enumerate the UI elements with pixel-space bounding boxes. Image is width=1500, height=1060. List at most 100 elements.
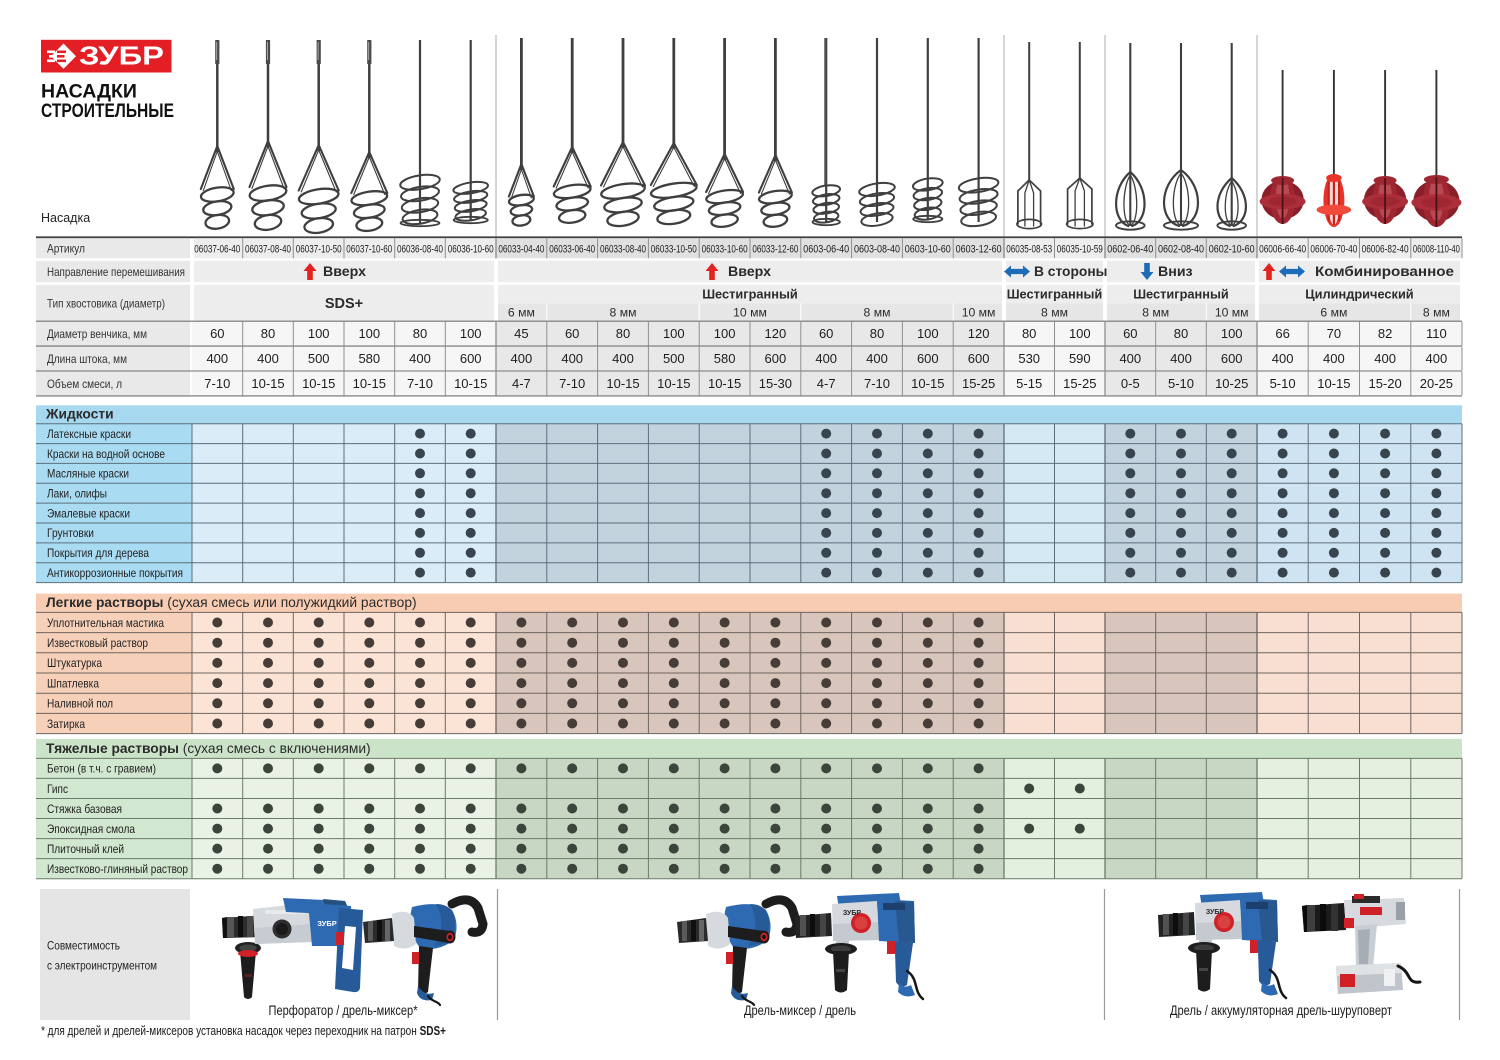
- svg-text:600: 600: [917, 351, 939, 366]
- svg-text:400: 400: [511, 351, 533, 366]
- svg-text:10 мм: 10 мм: [1215, 305, 1249, 319]
- svg-text:10-15: 10-15: [911, 376, 944, 391]
- svg-text:Известково-глиняный раствор: Известково-глиняный раствор: [47, 862, 188, 876]
- svg-text:Наливной пол: Наливной пол: [47, 697, 113, 711]
- svg-text:600: 600: [968, 351, 990, 366]
- svg-text:100: 100: [308, 326, 330, 341]
- svg-text:Покрытия для дерева: Покрытия для дерева: [47, 546, 149, 560]
- svg-text:45: 45: [514, 326, 528, 341]
- svg-text:60: 60: [565, 326, 579, 341]
- svg-text:Вверх: Вверх: [323, 264, 366, 280]
- svg-text:Стяжка базовая: Стяжка базовая: [47, 802, 122, 816]
- svg-text:8 мм: 8 мм: [864, 305, 891, 319]
- svg-text:Направление перемешивания: Направление перемешивания: [47, 265, 185, 279]
- svg-text:8 мм: 8 мм: [1423, 305, 1450, 319]
- svg-text:80: 80: [261, 326, 275, 341]
- svg-text:ЗУБР: ЗУБР: [843, 910, 862, 917]
- svg-text:7-10: 7-10: [559, 376, 585, 391]
- svg-text:06033-06-40: 06033-06-40: [549, 244, 595, 256]
- svg-text:10-25: 10-25: [1215, 376, 1248, 391]
- svg-text:400: 400: [257, 351, 279, 366]
- svg-text:0603-06-40: 0603-06-40: [803, 244, 849, 256]
- svg-text:6 мм: 6 мм: [508, 305, 535, 319]
- svg-text:10-15: 10-15: [302, 376, 335, 391]
- svg-text:0-5: 0-5: [1121, 376, 1140, 391]
- svg-text:Уплотнительная мастика: Уплотнительная мастика: [47, 616, 164, 630]
- svg-text:Латексные краски: Латексные краски: [47, 427, 131, 441]
- svg-text:Дрель / аккумуляторная дрель-ш: Дрель / аккумуляторная дрель-шуруповерт: [1170, 1003, 1392, 1018]
- svg-text:06037-08-40: 06037-08-40: [245, 244, 291, 256]
- svg-text:4-7: 4-7: [817, 376, 836, 391]
- svg-text:66: 66: [1275, 326, 1289, 341]
- svg-text:5-10: 5-10: [1168, 376, 1194, 391]
- svg-text:8 мм: 8 мм: [1142, 305, 1169, 319]
- svg-text:530: 530: [1018, 351, 1040, 366]
- svg-text:Грунтовки: Грунтовки: [47, 526, 94, 540]
- svg-text:ЗУБР: ЗУБР: [79, 41, 164, 71]
- svg-text:15-20: 15-20: [1368, 376, 1401, 391]
- svg-text:06037-06-40: 06037-06-40: [194, 244, 240, 256]
- svg-text:06037-10-60: 06037-10-60: [346, 244, 392, 256]
- svg-text:Вниз: Вниз: [1158, 264, 1193, 280]
- svg-text:Дрель-миксер / дрель: Дрель-миксер / дрель: [744, 1003, 856, 1018]
- svg-text:Длина штока, мм: Длина штока, мм: [47, 352, 127, 366]
- svg-text:Шестигранный: Шестигранный: [1133, 286, 1229, 301]
- svg-text:400: 400: [866, 351, 888, 366]
- svg-text:0602-06-40: 0602-06-40: [1107, 244, 1153, 256]
- svg-text:Насадка: Насадка: [41, 211, 90, 225]
- svg-text:Шпатлевка: Шпатлевка: [47, 676, 99, 690]
- svg-text:400: 400: [815, 351, 837, 366]
- svg-text:80: 80: [1022, 326, 1036, 341]
- svg-text:06033-10-50: 06033-10-50: [651, 244, 697, 256]
- svg-text:Затирка: Затирка: [47, 717, 85, 731]
- svg-text:100: 100: [1221, 326, 1243, 341]
- svg-text:15-25: 15-25: [1063, 376, 1096, 391]
- svg-text:Жидкости: Жидкости: [45, 407, 114, 422]
- svg-text:80: 80: [616, 326, 630, 341]
- svg-text:600: 600: [765, 351, 787, 366]
- svg-text:Масляные краски: Масляные краски: [47, 467, 129, 481]
- svg-text:10 мм: 10 мм: [733, 305, 767, 319]
- svg-text:110: 110: [1426, 326, 1447, 341]
- svg-text:06036-10-60: 06036-10-60: [448, 244, 494, 256]
- svg-text:Эпоксидная смола: Эпоксидная смола: [47, 822, 135, 836]
- svg-text:120: 120: [968, 326, 990, 341]
- svg-text:Эмалевые краски: Эмалевые краски: [47, 506, 130, 520]
- svg-text:06033-04-40: 06033-04-40: [498, 244, 544, 256]
- svg-text:10-15: 10-15: [454, 376, 487, 391]
- svg-text:10 мм: 10 мм: [962, 305, 996, 319]
- svg-text:06006-70-40: 06006-70-40: [1310, 244, 1357, 256]
- svg-text:80: 80: [870, 326, 884, 341]
- svg-text:60: 60: [210, 326, 224, 341]
- svg-text:Комбинированное: Комбинированное: [1315, 264, 1454, 279]
- svg-text:400: 400: [1426, 351, 1448, 366]
- svg-text:Известковый раствор: Известковый раствор: [47, 636, 148, 650]
- svg-text:Краски на водной основе: Краски на водной основе: [47, 447, 165, 461]
- svg-text:06035-08-53: 06035-08-53: [1006, 244, 1052, 256]
- svg-text:ЗУБР: ЗУБР: [1206, 909, 1225, 916]
- svg-text:Цилиндрический: Цилиндрический: [1305, 286, 1413, 301]
- svg-text:8 мм: 8 мм: [1041, 305, 1068, 319]
- svg-text:580: 580: [358, 351, 380, 366]
- svg-text:06036-08-40: 06036-08-40: [397, 244, 443, 256]
- svg-text:Объем смеси, л: Объем смеси, л: [47, 377, 122, 391]
- svg-text:10-15: 10-15: [1317, 376, 1350, 391]
- svg-text:06033-10-60: 06033-10-60: [702, 244, 748, 256]
- svg-text:0602-08-40: 0602-08-40: [1158, 244, 1204, 256]
- svg-text:7-10: 7-10: [407, 376, 433, 391]
- svg-text:60: 60: [1123, 326, 1137, 341]
- svg-text:15-25: 15-25: [962, 376, 995, 391]
- svg-text:НАСАДКИ: НАСАДКИ: [41, 81, 137, 103]
- svg-text:70: 70: [1327, 326, 1341, 341]
- svg-text:Тяжелые растворы (сухая смесь: Тяжелые растворы (сухая смесь с включени…: [46, 741, 371, 756]
- svg-text:120: 120: [765, 326, 787, 341]
- svg-text:06037-10-50: 06037-10-50: [296, 244, 342, 256]
- svg-text:Тип хвостовика (диаметр): Тип хвостовика (диаметр): [47, 297, 165, 311]
- svg-text:Вверх: Вверх: [728, 264, 771, 280]
- svg-text:06006-66-40: 06006-66-40: [1259, 244, 1306, 256]
- svg-text:5-15: 5-15: [1016, 376, 1042, 391]
- svg-text:60: 60: [819, 326, 833, 341]
- svg-text:100: 100: [460, 326, 482, 341]
- svg-text:0603-08-40: 0603-08-40: [854, 244, 900, 256]
- svg-text:Легкие растворы (сухая смесь и: Легкие растворы (сухая смесь или полужид…: [46, 595, 417, 610]
